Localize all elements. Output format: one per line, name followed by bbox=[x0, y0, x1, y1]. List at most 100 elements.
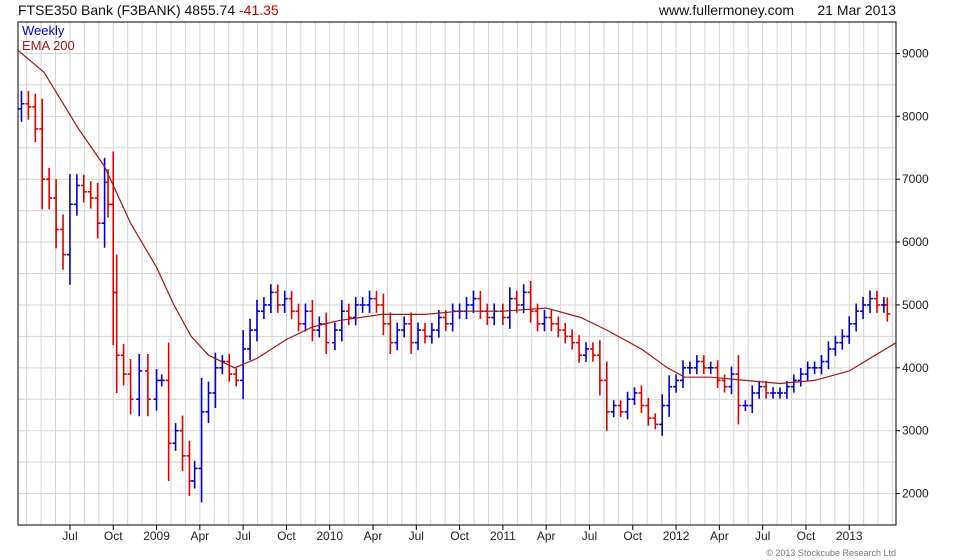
price-bar bbox=[274, 284, 281, 313]
price-bar bbox=[295, 303, 302, 332]
price-bar bbox=[205, 381, 212, 424]
price-bar bbox=[811, 361, 818, 375]
price-bar bbox=[818, 355, 825, 375]
price-bar bbox=[219, 355, 226, 375]
price-bar bbox=[172, 423, 179, 451]
x-tick-label: Jul bbox=[62, 529, 77, 543]
price-bar bbox=[610, 400, 617, 418]
price-bar bbox=[499, 303, 506, 326]
price-bar bbox=[435, 309, 442, 338]
price-bar bbox=[373, 290, 380, 313]
x-tick-label: 2009 bbox=[143, 529, 170, 543]
x-tick-label: Oct bbox=[277, 529, 296, 543]
price-bar bbox=[267, 284, 274, 314]
price-bar bbox=[191, 460, 198, 489]
price-bar bbox=[749, 385, 756, 414]
x-tick-label: Oct bbox=[623, 529, 642, 543]
price-bar bbox=[352, 297, 359, 326]
plot-frame bbox=[17, 21, 897, 526]
price-bar bbox=[797, 367, 804, 387]
site-link[interactable]: www.fullermoney.com bbox=[658, 2, 795, 18]
price-bar bbox=[770, 387, 777, 399]
price-bar bbox=[66, 174, 73, 285]
price-bar bbox=[186, 440, 193, 497]
price-bar bbox=[153, 369, 160, 411]
y-tick-label: 7000 bbox=[902, 172, 929, 186]
price-bar bbox=[127, 359, 134, 415]
price-bar bbox=[548, 310, 555, 332]
x-tick-label: Apr bbox=[537, 529, 556, 543]
x-tick-label: Oct bbox=[104, 529, 123, 543]
price-bar bbox=[860, 297, 867, 320]
x-tick-label: Oct bbox=[450, 529, 469, 543]
price-bar bbox=[617, 400, 624, 418]
x-tick-label: Apr bbox=[710, 529, 729, 543]
legend-ema-200: EMA 200 bbox=[22, 38, 75, 53]
price-bar bbox=[366, 290, 373, 313]
price-bar bbox=[666, 375, 673, 417]
price-bar bbox=[673, 374, 680, 393]
price-bar bbox=[825, 341, 832, 370]
x-tick-label: Jul bbox=[582, 529, 597, 543]
price-bar bbox=[18, 90, 25, 122]
y-tick-label: 8000 bbox=[902, 109, 929, 123]
price-bar bbox=[247, 318, 254, 361]
price-change: -41.35 bbox=[239, 2, 279, 18]
price-bar bbox=[345, 303, 352, 326]
copyright-notice: © 2013 Stockcube Research Ltd bbox=[766, 548, 896, 558]
price-bar bbox=[32, 93, 39, 143]
price-bar bbox=[331, 322, 338, 351]
price-bar bbox=[638, 385, 645, 414]
price-bar bbox=[853, 303, 860, 332]
price-bar bbox=[470, 290, 477, 313]
price-bar bbox=[603, 361, 610, 431]
price-bar bbox=[700, 355, 707, 375]
price-bar bbox=[589, 342, 596, 362]
price-bar bbox=[520, 284, 527, 314]
price-bar bbox=[527, 281, 534, 323]
price-bar bbox=[873, 290, 880, 313]
price-bar bbox=[158, 374, 165, 387]
price-bar bbox=[756, 380, 763, 399]
price-bar bbox=[302, 303, 309, 332]
ema-200-line bbox=[17, 49, 897, 385]
price-bar bbox=[87, 181, 94, 209]
price-bar bbox=[463, 297, 470, 320]
price-bar bbox=[94, 182, 101, 239]
price-bar bbox=[735, 355, 742, 425]
price-bar bbox=[46, 167, 53, 210]
x-tick-label: Oct bbox=[797, 529, 816, 543]
price-bar bbox=[576, 335, 583, 363]
price-bar bbox=[253, 299, 260, 342]
price-bar bbox=[506, 287, 513, 329]
price-bar bbox=[80, 174, 87, 203]
price-bar bbox=[776, 387, 783, 399]
price-bar bbox=[742, 400, 749, 411]
price-bar bbox=[401, 316, 408, 338]
legend-weekly: Weekly bbox=[22, 23, 65, 38]
price-bar bbox=[442, 310, 449, 332]
price-bar bbox=[60, 214, 67, 270]
price-bar bbox=[309, 299, 316, 342]
price-bar bbox=[534, 303, 541, 332]
chart-header-left: FTSE350 Bank (F3BANK) 4855.74 -41.35 bbox=[18, 0, 279, 20]
price-bar bbox=[721, 374, 728, 393]
price-bar bbox=[288, 290, 295, 319]
price-bar bbox=[555, 316, 562, 338]
price-bar bbox=[281, 290, 288, 313]
price-bar bbox=[686, 361, 693, 375]
price-bar bbox=[596, 340, 603, 396]
chart-date: 21 Mar 2013 bbox=[817, 2, 896, 18]
x-tick-label: 2010 bbox=[316, 529, 343, 543]
price-bar bbox=[120, 343, 127, 386]
x-tick-label: 2013 bbox=[836, 529, 863, 543]
price-bar bbox=[693, 355, 700, 375]
price-bar bbox=[421, 323, 428, 344]
price-bar bbox=[415, 322, 422, 351]
price-bar bbox=[645, 397, 652, 426]
x-tick-label: 2011 bbox=[490, 529, 516, 543]
price-bar bbox=[763, 381, 770, 399]
chart-header-right: www.fullermoney.com 21 Mar 2013 bbox=[659, 0, 896, 20]
price-bar bbox=[790, 374, 797, 393]
y-tick-label: 9000 bbox=[902, 46, 929, 60]
